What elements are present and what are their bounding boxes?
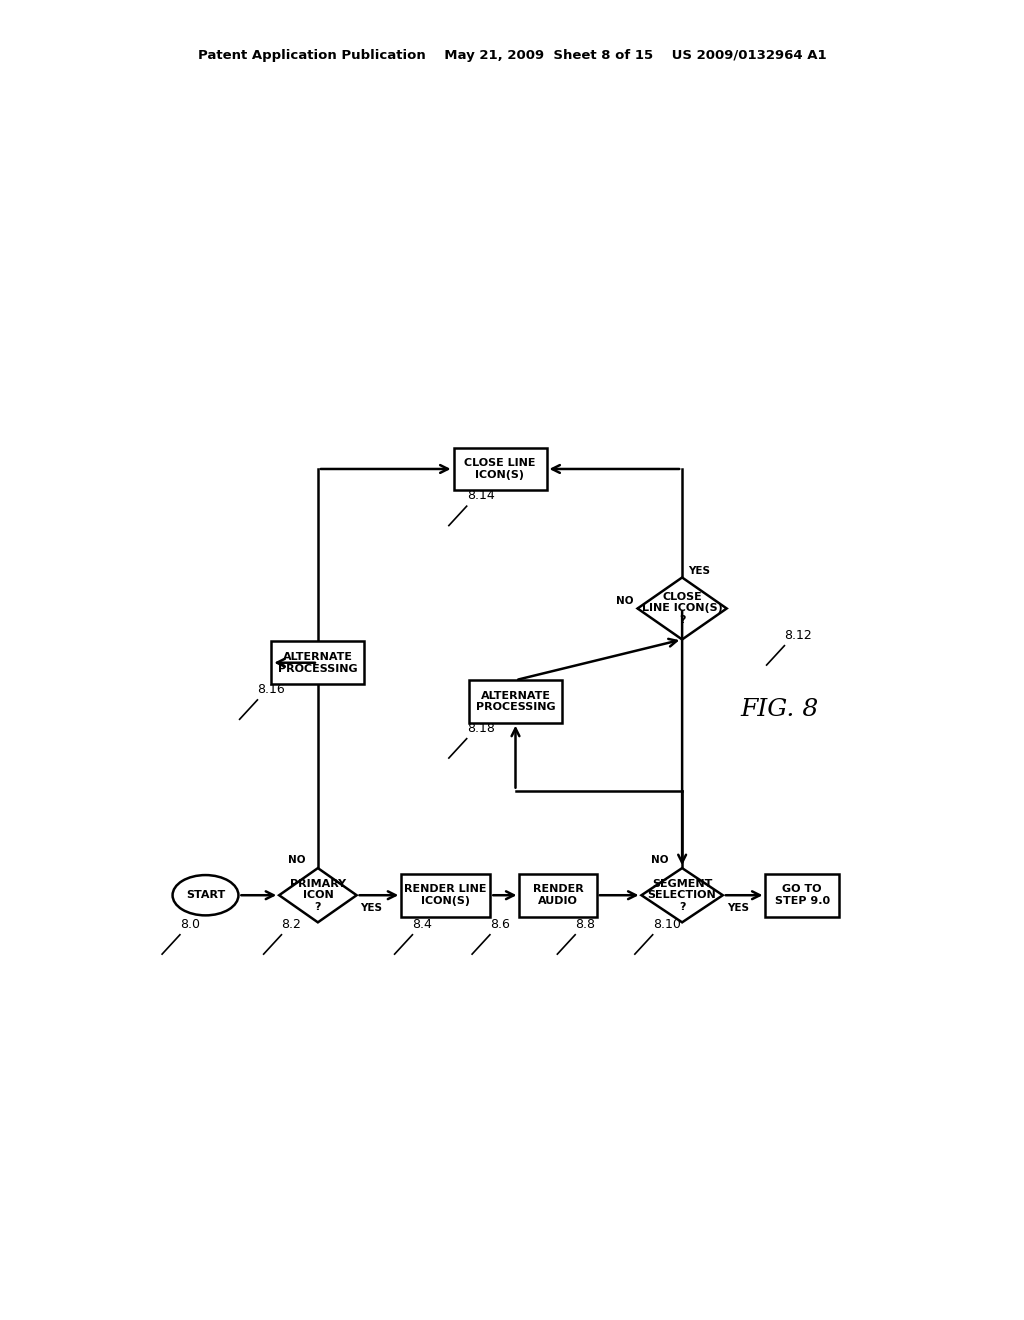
- Text: CLOSE LINE
ICON(S): CLOSE LINE ICON(S): [464, 458, 536, 479]
- Text: 8.10: 8.10: [652, 917, 681, 931]
- Text: 8.18: 8.18: [467, 722, 495, 735]
- Text: ALTERNATE
PROCESSING: ALTERNATE PROCESSING: [279, 652, 357, 673]
- Bar: [271, 642, 365, 684]
- Polygon shape: [280, 869, 356, 923]
- Polygon shape: [641, 869, 723, 923]
- Text: NO: NO: [651, 854, 669, 865]
- Text: YES: YES: [688, 565, 711, 576]
- Text: Patent Application Publication    May 21, 2009  Sheet 8 of 15    US 2009/0132964: Patent Application Publication May 21, 2…: [198, 49, 826, 62]
- Bar: [401, 874, 490, 916]
- Text: YES: YES: [727, 903, 749, 912]
- Text: 8.6: 8.6: [489, 917, 510, 931]
- Bar: [765, 874, 839, 916]
- Text: 8.4: 8.4: [413, 917, 432, 931]
- Text: 8.14: 8.14: [467, 490, 495, 503]
- Text: 8.12: 8.12: [784, 628, 812, 642]
- Text: NO: NO: [289, 854, 306, 865]
- Text: YES: YES: [360, 903, 383, 912]
- Bar: [519, 874, 597, 916]
- Text: PRIMARY
ICON
?: PRIMARY ICON ?: [290, 879, 346, 912]
- Text: CLOSE
LINE ICON(S)
?: CLOSE LINE ICON(S) ?: [642, 591, 723, 626]
- Text: GO TO
STEP 9.0: GO TO STEP 9.0: [775, 884, 829, 906]
- Text: 8.8: 8.8: [575, 917, 595, 931]
- Text: 8.2: 8.2: [282, 917, 301, 931]
- Text: 8.16: 8.16: [257, 682, 285, 696]
- Text: NO: NO: [615, 595, 634, 606]
- Text: SEGMENT
SELECTION
?: SEGMENT SELECTION ?: [648, 879, 717, 912]
- Text: ALTERNATE
PROCESSING: ALTERNATE PROCESSING: [476, 690, 555, 713]
- Bar: [454, 447, 547, 490]
- Text: RENDER LINE
ICON(S): RENDER LINE ICON(S): [404, 884, 487, 906]
- Text: 8.0: 8.0: [180, 917, 200, 931]
- Ellipse shape: [173, 875, 239, 915]
- Bar: [469, 680, 562, 723]
- Polygon shape: [638, 577, 727, 639]
- Text: START: START: [186, 890, 225, 900]
- Text: RENDER
AUDIO: RENDER AUDIO: [532, 884, 584, 906]
- Text: FIG. 8: FIG. 8: [740, 698, 818, 721]
